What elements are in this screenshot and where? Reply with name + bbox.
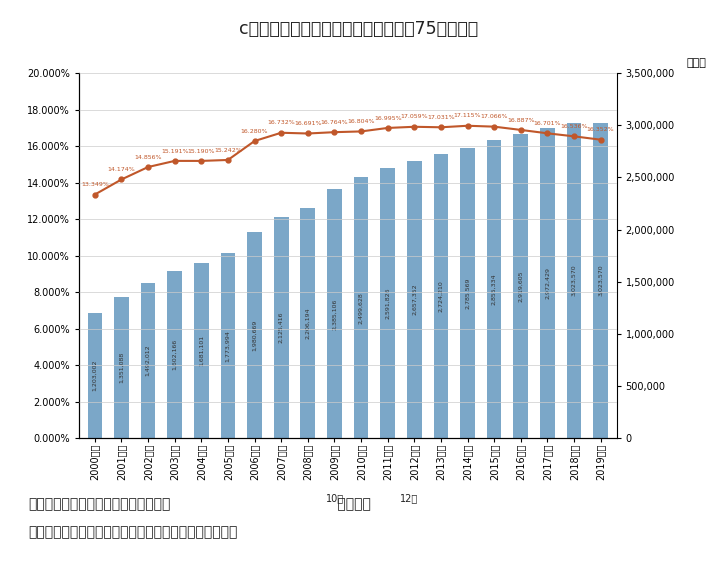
Bar xyxy=(407,161,422,438)
Bar xyxy=(194,263,209,438)
Text: 1,203,002: 1,203,002 xyxy=(92,360,98,391)
Text: 16.732%: 16.732% xyxy=(267,120,295,125)
Text: 3,023,570: 3,023,570 xyxy=(598,265,603,296)
Text: 2,125,416: 2,125,416 xyxy=(279,312,284,343)
Text: 人口推計: 人口推計 xyxy=(333,497,371,511)
Text: 12）: 12） xyxy=(400,493,418,504)
Text: 2,919,605: 2,919,605 xyxy=(518,270,523,302)
Text: 16.764%: 16.764% xyxy=(320,120,348,125)
Text: 17.115%: 17.115% xyxy=(454,114,481,119)
Text: 1,492,012: 1,492,012 xyxy=(146,345,151,377)
Bar xyxy=(460,148,475,438)
Bar xyxy=(114,297,129,438)
Text: 13.349%: 13.349% xyxy=(81,182,109,187)
Bar xyxy=(87,313,102,438)
Text: 2,206,194: 2,206,194 xyxy=(305,307,310,339)
Text: 出典：介護保険事業状況報告（年表）: 出典：介護保険事業状況報告（年表） xyxy=(29,497,171,511)
Text: 15.242%: 15.242% xyxy=(214,148,242,153)
Bar xyxy=(247,232,262,438)
Text: （人）: （人） xyxy=(686,58,706,69)
Bar xyxy=(566,123,581,438)
Text: 16.280%: 16.280% xyxy=(241,129,268,134)
Bar xyxy=(300,208,315,438)
Bar xyxy=(380,168,395,438)
Text: 3,023,570: 3,023,570 xyxy=(571,265,576,296)
Text: 2,499,628: 2,499,628 xyxy=(358,292,364,324)
Bar xyxy=(487,140,501,438)
Bar xyxy=(513,134,528,438)
Text: 2,785,569: 2,785,569 xyxy=(465,277,470,309)
Bar xyxy=(274,216,288,438)
Bar xyxy=(540,128,555,438)
Text: 2,657,352: 2,657,352 xyxy=(412,284,417,315)
Text: 17.031%: 17.031% xyxy=(427,115,455,120)
Bar xyxy=(594,123,608,438)
Text: 16.995%: 16.995% xyxy=(374,116,402,121)
Bar xyxy=(327,189,342,438)
Bar xyxy=(221,253,235,438)
Text: 1,681,101: 1,681,101 xyxy=(199,335,204,366)
Text: 1,351,088: 1,351,088 xyxy=(119,352,124,383)
Text: 16.352%: 16.352% xyxy=(587,128,614,133)
Text: 14.856%: 14.856% xyxy=(134,155,162,160)
Text: 2,855,334: 2,855,334 xyxy=(492,274,497,305)
Text: 16.536%: 16.536% xyxy=(560,124,588,129)
Bar xyxy=(141,283,156,438)
Bar xyxy=(353,178,369,438)
Bar xyxy=(167,271,182,438)
Text: 16.887%: 16.887% xyxy=(507,117,535,123)
Text: 15.190%: 15.190% xyxy=(188,148,215,153)
Text: 2,972,429: 2,972,429 xyxy=(545,268,550,299)
Text: c．　第１号被保険者（後期高齢者：75歳以上）: c． 第１号被保険者（後期高齢者：75歳以上） xyxy=(239,20,478,38)
Text: 出所：上記データをもとに医薬産業政策研究所にて作成: 出所：上記データをもとに医薬産業政策研究所にて作成 xyxy=(29,525,238,540)
Text: 1,602,166: 1,602,166 xyxy=(172,339,177,370)
Text: 2,591,826: 2,591,826 xyxy=(385,287,390,319)
Text: 10）: 10） xyxy=(326,493,344,504)
Text: 14.174%: 14.174% xyxy=(108,167,136,172)
Text: 2,724,210: 2,724,210 xyxy=(438,280,443,312)
Text: 16.691%: 16.691% xyxy=(294,121,321,126)
Text: 1,980,669: 1,980,669 xyxy=(252,319,257,351)
Text: 17.066%: 17.066% xyxy=(480,114,508,119)
Text: 1,773,994: 1,773,994 xyxy=(225,330,230,362)
Text: 16.701%: 16.701% xyxy=(533,121,561,126)
Bar xyxy=(434,154,448,438)
Text: 16.804%: 16.804% xyxy=(347,119,375,124)
Text: 17.059%: 17.059% xyxy=(401,115,428,120)
Text: 15.191%: 15.191% xyxy=(161,148,189,153)
Text: 2,385,106: 2,385,106 xyxy=(332,298,337,329)
